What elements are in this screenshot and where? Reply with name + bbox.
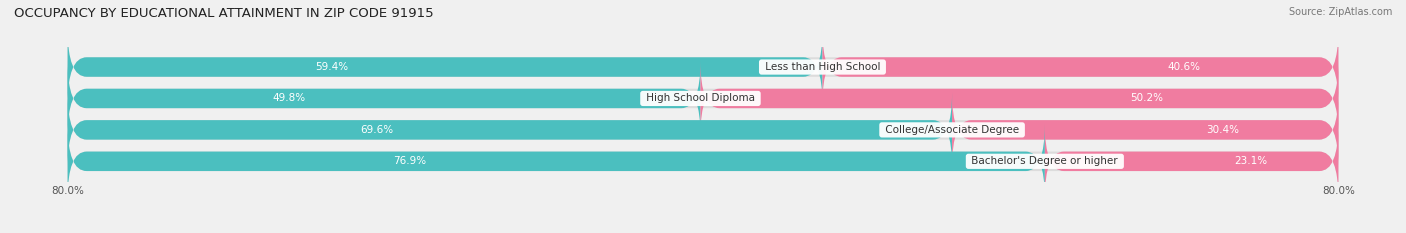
Text: Less than High School: Less than High School [762,62,883,72]
Text: 40.6%: 40.6% [1167,62,1201,72]
FancyBboxPatch shape [67,30,823,104]
FancyBboxPatch shape [67,61,700,136]
FancyBboxPatch shape [67,30,1339,104]
FancyBboxPatch shape [823,30,1339,104]
Text: 59.4%: 59.4% [315,62,349,72]
Text: 50.2%: 50.2% [1130,93,1164,103]
Text: Source: ZipAtlas.com: Source: ZipAtlas.com [1288,7,1392,17]
Text: Bachelor's Degree or higher: Bachelor's Degree or higher [969,156,1121,166]
Text: College/Associate Degree: College/Associate Degree [882,125,1022,135]
FancyBboxPatch shape [67,124,1339,199]
Text: 23.1%: 23.1% [1234,156,1267,166]
FancyBboxPatch shape [67,124,1045,199]
FancyBboxPatch shape [952,93,1339,167]
Text: 69.6%: 69.6% [360,125,394,135]
Text: 49.8%: 49.8% [273,93,305,103]
FancyBboxPatch shape [700,61,1339,136]
FancyBboxPatch shape [67,93,952,167]
FancyBboxPatch shape [1045,124,1339,199]
Text: High School Diploma: High School Diploma [643,93,758,103]
Text: 30.4%: 30.4% [1206,125,1239,135]
Text: 76.9%: 76.9% [394,156,426,166]
FancyBboxPatch shape [67,93,1339,167]
Text: OCCUPANCY BY EDUCATIONAL ATTAINMENT IN ZIP CODE 91915: OCCUPANCY BY EDUCATIONAL ATTAINMENT IN Z… [14,7,433,20]
FancyBboxPatch shape [67,61,1339,136]
